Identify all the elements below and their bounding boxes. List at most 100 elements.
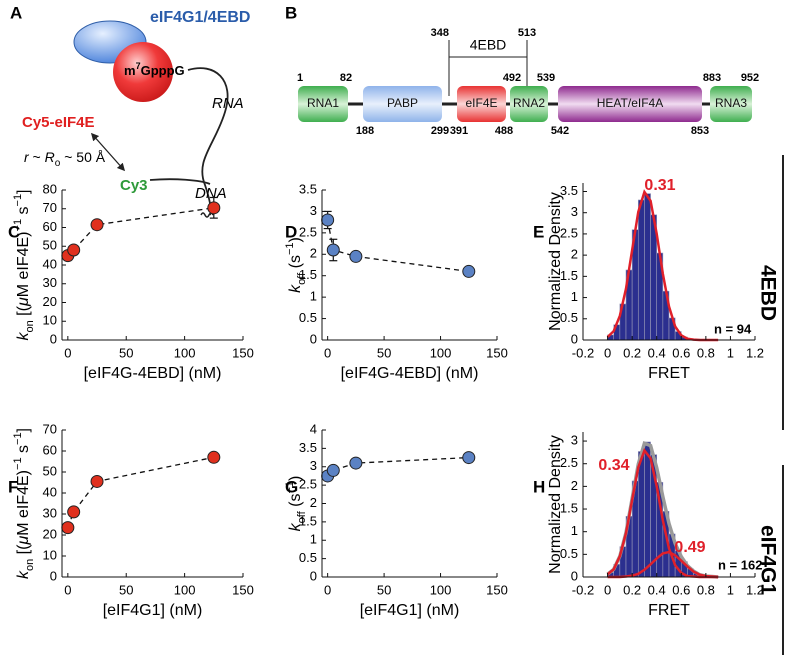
residue-number: 542 (551, 125, 569, 137)
y-tick-label: 50 (43, 463, 57, 478)
residue-number: 82 (340, 72, 352, 84)
y-tick-label: 0 (50, 331, 57, 346)
y-tick-label: 20 (43, 526, 57, 541)
y-tick-label: 0 (50, 568, 57, 583)
y-label-part: ) (287, 476, 304, 481)
panel-b: B 348 513 4EBD RNA1 1 82 PABP 188 299 eIF4E 391… (285, 3, 759, 136)
x-tick-label: 0.4 (648, 582, 666, 597)
y-label-part: μ (15, 297, 32, 307)
y-tick-label: 1.5 (299, 513, 317, 528)
chart: D 0 0.5 1 1.5 2 2.5 3 3.5 0 50 100 150 [eIF4G-4EBD] (… (284, 181, 508, 382)
y-label-part: −1 (284, 242, 296, 255)
y-label-part: −1 (12, 219, 24, 232)
data-point (90, 218, 104, 232)
histogram-bar (637, 199, 645, 341)
y-label-part: s (15, 206, 32, 218)
x-tick-label: -0.2 (572, 345, 594, 360)
distance-part: ~ 50 Å (60, 149, 105, 165)
y-tick-label: 30 (43, 275, 57, 290)
x-tick-label: 50 (119, 345, 133, 360)
y-label-part: μ (15, 536, 32, 546)
x-tick-label: 50 (377, 345, 391, 360)
y-tick-label: 2.5 (560, 225, 578, 240)
y-tick-label: 20 (43, 294, 57, 309)
connector-line (327, 456, 469, 477)
y-tick-label: 40 (43, 256, 57, 271)
data-point (462, 451, 476, 465)
y-tick-label: 3 (571, 433, 578, 448)
y-tick-label: 0 (310, 331, 317, 346)
y-tick-label: 2 (310, 495, 317, 510)
y-axis-label: kon [(μM eIF4E)−1 s−1] (12, 189, 36, 340)
domain-box (710, 86, 752, 122)
x-tick-label: 0 (64, 582, 71, 597)
domain-box (298, 86, 348, 122)
y-label-part: k (287, 522, 304, 531)
y-tick-label: 1 (571, 289, 578, 304)
y-tick-label: 3.5 (299, 440, 317, 455)
panel-letter: C (8, 222, 20, 241)
panel-letter: B (285, 3, 297, 22)
data-point (349, 456, 363, 470)
panel-letter: H (533, 477, 545, 496)
x-axis-label: FRET (648, 365, 690, 382)
chart: F 0 10 20 30 40 50 60 70 0 50 100 150 [eIF4G1] (nM) ko… (8, 421, 254, 619)
residue-number: 1 (297, 72, 303, 84)
y-tick-label: 3 (310, 203, 317, 218)
y-label-part: on (24, 320, 36, 332)
distance-part: ~ (29, 149, 45, 165)
histogram-bar (644, 193, 651, 341)
side-label: eIF4G1 (756, 525, 779, 595)
y-label-part: [( (15, 544, 32, 559)
residue-number: 488 (495, 125, 513, 137)
y-tick-label: 10 (43, 547, 57, 562)
y-tick-label: 70 (43, 200, 57, 215)
y-tick-label: 40 (43, 484, 57, 499)
y-tick-label: 2.5 (560, 455, 578, 470)
n-label: n = 162 (718, 557, 762, 572)
domain-box (363, 86, 442, 122)
x-tick-label: 0.4 (648, 345, 666, 360)
panel-letter: D (285, 222, 297, 241)
y-label-part: ] (15, 189, 32, 193)
histogram-bar (644, 441, 651, 578)
y-label-part: −1 (284, 481, 296, 494)
residue-number: 952 (741, 72, 759, 84)
y-label-part: (s (287, 255, 304, 273)
x-tick-label: 0.6 (672, 582, 690, 597)
y-tick-label: 2.5 (299, 477, 317, 492)
x-tick-label: 100 (430, 582, 452, 597)
domain-box (510, 86, 548, 122)
y-axis-label: Normalized Density (547, 435, 564, 574)
cap-label: m7GpppG (124, 61, 185, 78)
x-tick-label: 0.8 (697, 345, 715, 360)
y-tick-label: 1.5 (560, 268, 578, 283)
y-tick-label: 1 (310, 289, 317, 304)
y-tick-label: 3.5 (299, 181, 317, 196)
y-tick-label: 0 (571, 568, 578, 583)
x-tick-label: 1 (727, 345, 734, 360)
y-label-part: −1 (12, 432, 24, 445)
chart: C 0 10 20 30 40 50 60 70 80 0 50 100 150 [eIF4G-4EBD] … (8, 181, 254, 382)
n-label: n = 94 (714, 321, 752, 336)
y-tick-label: 1.5 (299, 267, 317, 282)
y-label-part: s (15, 445, 32, 457)
y-label-part: k (287, 284, 304, 293)
data-point (90, 474, 104, 488)
y-tick-label: 2 (310, 246, 317, 261)
bracket-label: 4EBD (470, 37, 507, 53)
x-tick-label: 150 (486, 345, 508, 360)
y-tick-label: 1 (310, 532, 317, 547)
x-tick-label: 100 (174, 345, 196, 360)
cy5-label: Cy5-eIF4E (22, 114, 95, 131)
x-tick-label: 0 (604, 582, 611, 597)
y-label-part: −1 (12, 457, 24, 470)
y-axis-label: Normalized Density (547, 192, 564, 331)
panel-letter: A (10, 3, 22, 22)
y-tick-label: 60 (43, 219, 57, 234)
connector-line (67, 456, 214, 528)
y-label-part: ) (287, 237, 304, 242)
